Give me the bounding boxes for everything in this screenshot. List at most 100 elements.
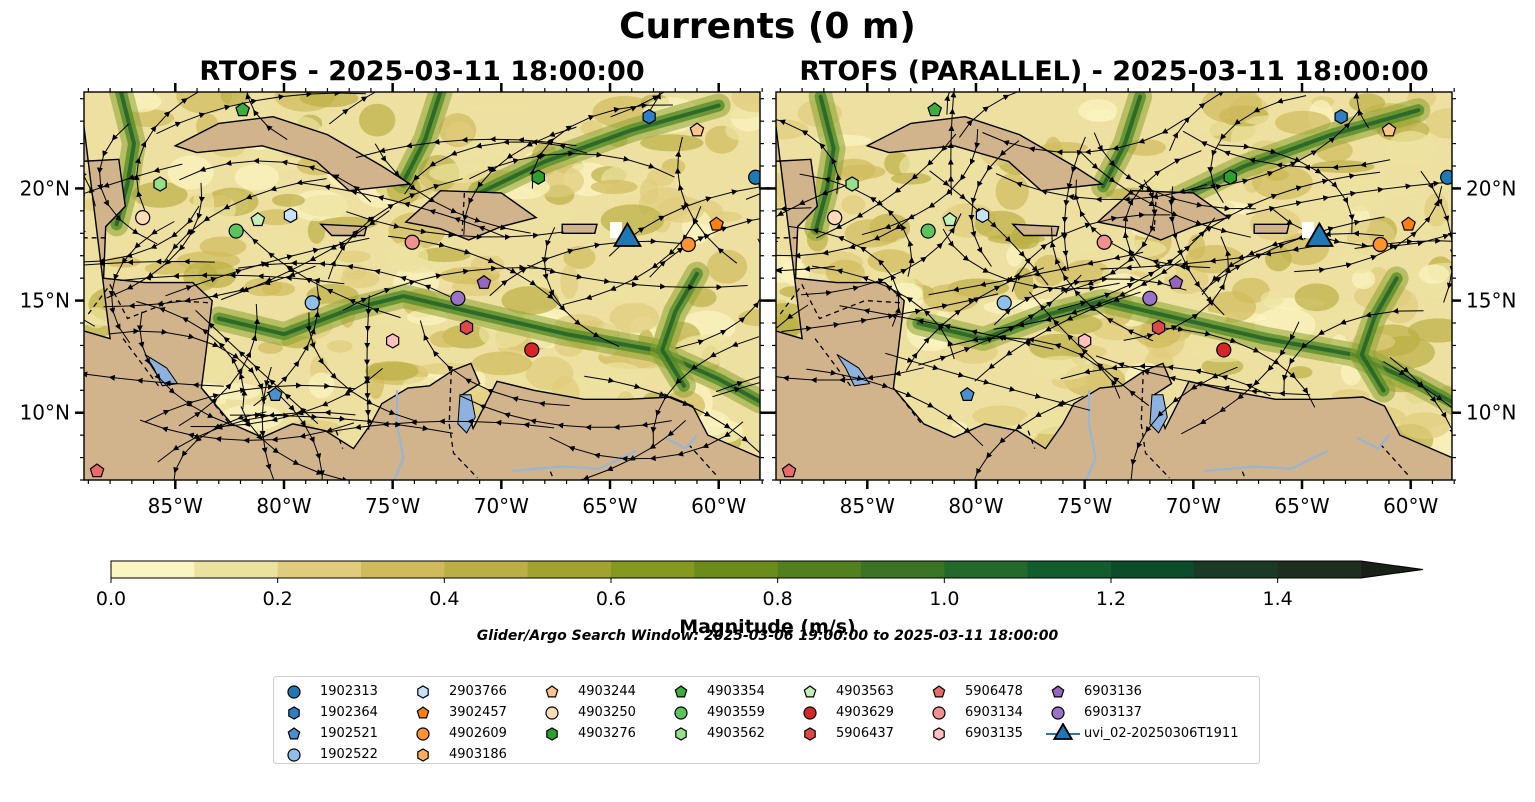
platform-marker-4903244 <box>1381 122 1397 137</box>
legend-marker <box>803 685 817 698</box>
platform-marker-4903629 <box>524 342 540 358</box>
speed-patch <box>995 173 1029 210</box>
legend-item: 4903629 <box>798 702 894 723</box>
streamline <box>716 342 760 393</box>
streamline <box>776 304 809 414</box>
legend-triangle-marker <box>1052 723 1074 740</box>
platform-marker-4903276 <box>1223 169 1238 185</box>
speed-patch <box>658 196 705 223</box>
speed-patch <box>1288 366 1313 379</box>
speed-patch <box>234 164 280 191</box>
speed-patch <box>1185 245 1244 274</box>
streamline <box>170 411 267 480</box>
streamline <box>1061 136 1086 271</box>
streamline <box>419 320 570 407</box>
lon-tick-label: 80°W <box>948 494 1003 518</box>
platform-marker-1902364 <box>642 109 656 125</box>
lat-tick-label: 20°N <box>1466 176 1516 200</box>
streamline <box>675 238 760 349</box>
speed-patch <box>467 102 527 114</box>
river <box>1085 390 1097 480</box>
speed-patch <box>199 236 247 257</box>
colorbar-tick-label: 0.6 <box>596 588 626 610</box>
speed-patch <box>365 361 419 381</box>
river <box>393 390 405 480</box>
streamline <box>1246 180 1452 215</box>
legend-pentagon-icon <box>803 685 817 698</box>
legend-item: 1902521 <box>282 723 378 744</box>
glider-mask <box>1302 222 1314 239</box>
colorbar-tick-label: 0.8 <box>763 588 793 610</box>
legend-circle-icon <box>1051 706 1065 720</box>
speed-patch <box>1424 193 1449 227</box>
streamline <box>806 368 984 447</box>
legend-pentagon-icon <box>674 685 688 698</box>
platform-marker-5906437 <box>1151 319 1166 336</box>
colorbar-segment <box>361 561 445 578</box>
legend-label: 5906437 <box>836 726 894 741</box>
legend-item: 4903276 <box>540 723 636 744</box>
speed-patch <box>599 279 662 304</box>
legend-hexagon-icon <box>288 706 300 720</box>
lon-tick-label: 70°W <box>474 494 529 518</box>
legend-label: 4902609 <box>449 726 507 741</box>
legend-pentagon-icon <box>1051 685 1065 698</box>
platform-marker-4903562 <box>845 176 859 192</box>
platform-marker-4902609 <box>680 236 696 253</box>
colorbar-segment <box>861 561 945 578</box>
speed-patch <box>485 255 504 275</box>
platform-marker-uvi_02-20250306T1911 <box>612 221 642 247</box>
legend-marker <box>417 748 429 762</box>
legend-marker <box>417 685 429 699</box>
speed-patch <box>647 168 675 187</box>
platform-marker-4903244 <box>689 122 705 137</box>
speed-patch <box>560 264 579 299</box>
legend-item: 2903766 <box>411 681 507 702</box>
legend-column: 4903354 4903559 4903562 <box>669 681 765 744</box>
legend-marker <box>932 706 946 720</box>
legend-label: 1902364 <box>320 705 378 720</box>
platform-marker-5906478 <box>89 463 105 478</box>
speed-patch <box>1031 355 1094 381</box>
colorbar-segment <box>1194 561 1279 578</box>
legend-label: 4903250 <box>578 705 636 720</box>
legend-pentagon-icon <box>545 685 559 698</box>
legend-circle-icon <box>674 706 688 720</box>
legend-hexagon-icon <box>804 727 816 741</box>
legend-marker <box>1051 685 1065 698</box>
lon-tick-label: 80°W <box>256 494 311 518</box>
speed-patch <box>838 164 886 179</box>
speed-patch <box>923 284 980 312</box>
speed-patch <box>972 405 1028 427</box>
platform-marker-1902522 <box>304 295 320 311</box>
platform-marker-6903135 <box>1077 333 1092 349</box>
speed-patch <box>1260 291 1285 307</box>
streamline <box>96 123 158 245</box>
colorbar-segment <box>1111 561 1195 578</box>
platform-marker-4903354 <box>927 102 943 117</box>
platform-marker-4902609 <box>1372 236 1388 253</box>
speed-patch <box>1327 177 1391 212</box>
country-border <box>814 338 853 389</box>
platform-marker-6903134 <box>404 234 420 250</box>
legend-column: 4903244 4903250 4903276 <box>540 681 636 744</box>
streamline <box>801 213 962 296</box>
speed-patch <box>891 172 932 185</box>
lon-tick-label: 70°W <box>1166 494 1221 518</box>
lat-tick-label: 15°N <box>20 289 70 313</box>
speed-patch <box>471 351 532 376</box>
lon-tick-label: 85°W <box>840 494 895 518</box>
legend-marker <box>416 727 430 741</box>
lon-tick-label: 75°W <box>365 494 420 518</box>
legend-pentagon-icon <box>416 706 430 719</box>
streamline <box>1383 361 1452 455</box>
speed-patch <box>545 207 573 225</box>
colorbar-segment <box>444 561 529 578</box>
streamline <box>958 92 1115 138</box>
streamline <box>108 221 175 344</box>
legend-marker <box>932 685 946 698</box>
legend-item: 4902609 <box>411 723 507 744</box>
legend-marker <box>674 706 688 720</box>
legend-circle-icon <box>803 706 817 720</box>
legend-marker <box>416 706 430 719</box>
